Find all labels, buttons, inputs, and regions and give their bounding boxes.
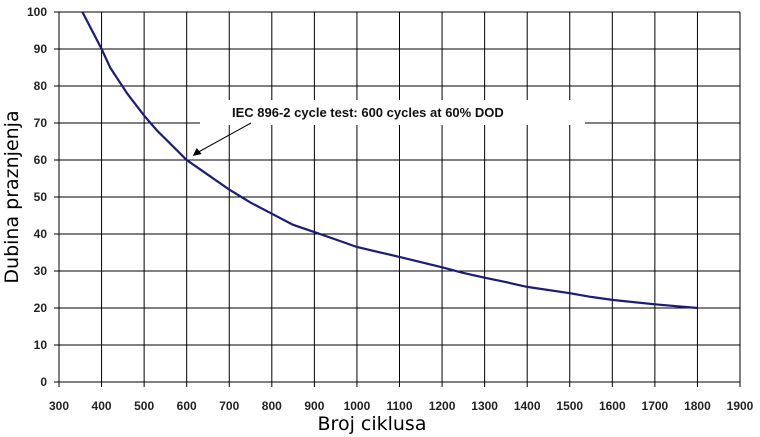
y-tick-label: 20 xyxy=(34,301,48,315)
y-tick-label: 40 xyxy=(34,227,48,241)
x-tick-label: 1700 xyxy=(642,399,669,413)
y-axis-label: Dubina praznjenja xyxy=(1,110,23,283)
x-tick-label: 300 xyxy=(49,399,69,413)
y-tick-label: 100 xyxy=(27,5,47,19)
annotation-background xyxy=(200,100,585,125)
y-tick-label: 90 xyxy=(34,42,48,56)
x-tick-label: 1100 xyxy=(386,399,412,413)
y-tick-label: 80 xyxy=(34,79,48,93)
annotation-arrow xyxy=(196,122,252,154)
x-tick-label: 1800 xyxy=(684,399,711,413)
y-tick-label: 30 xyxy=(34,264,48,278)
x-tick-label: 1400 xyxy=(514,399,541,413)
x-tick-label: 700 xyxy=(219,399,239,413)
y-tick-label: 0 xyxy=(40,375,47,389)
x-tick-label: 800 xyxy=(262,399,282,413)
series-line xyxy=(81,11,698,310)
x-tick-label: 1200 xyxy=(429,399,456,413)
y-tick-label: 10 xyxy=(34,338,48,352)
x-tick-label: 400 xyxy=(92,399,112,413)
y-tick-label: 50 xyxy=(34,190,48,204)
grid xyxy=(54,11,741,387)
annotation-arrowhead xyxy=(192,148,202,156)
y-tick-label: 70 xyxy=(34,116,48,130)
x-tick-label: 1600 xyxy=(599,399,626,413)
y-tick-label: 60 xyxy=(34,153,48,167)
x-tick-label: 600 xyxy=(177,399,197,413)
x-axis-label: Broj ciklusa xyxy=(318,413,427,435)
x-tick-label: 900 xyxy=(304,399,324,413)
x-tick-label: 500 xyxy=(134,399,154,413)
x-tick-label: 1000 xyxy=(344,399,371,413)
y-tick-labels: 0 10 20 30 40 50 60 70 80 90 100 xyxy=(27,5,47,389)
x-tick-label: 1900 xyxy=(727,399,754,413)
annotation-text: IEC 896-2 cycle test: 600 cycles at 60% … xyxy=(232,105,504,120)
x-tick-label: 1500 xyxy=(556,399,583,413)
x-tick-label: 1300 xyxy=(471,399,498,413)
x-tick-labels: 300 400 500 600 700 800 900 1000 1100 1200 1300 140… xyxy=(49,399,754,413)
